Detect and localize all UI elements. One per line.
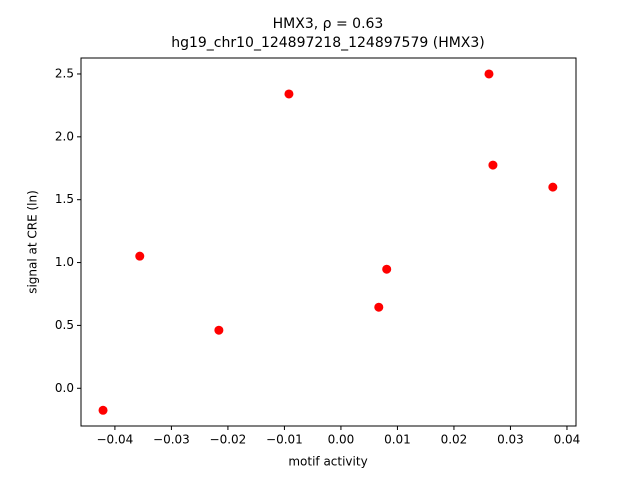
point: [548, 182, 558, 192]
y-tick-label: 1.5: [55, 192, 74, 206]
point: [284, 89, 294, 99]
chart-subtitle: hg19_chr10_124897218_124897579 (HMX3): [171, 35, 485, 51]
x-tick-label: 0.00: [328, 433, 355, 447]
y-axis-label: signal at CRE (ln): [26, 190, 40, 294]
x-axis-label: motif activity: [288, 455, 367, 469]
x-tick-label: −0.02: [210, 433, 247, 447]
x-tick-label: −0.04: [97, 433, 134, 447]
chart-title: HMX3, ρ = 0.63: [273, 16, 384, 32]
y-tick-label: 0.0: [55, 381, 74, 395]
y-tick-label: 1.0: [55, 255, 74, 269]
x-tick-label: 0.02: [441, 433, 468, 447]
x-tick-label: 0.03: [497, 433, 524, 447]
y-tick-label: 2.5: [55, 66, 74, 80]
plot-frame: [80, 57, 577, 427]
point: [98, 405, 108, 415]
x-tick-label: 0.01: [384, 433, 411, 447]
x-tick-label: −0.03: [153, 433, 190, 447]
point: [382, 264, 392, 274]
y-tick-label: 0.5: [55, 318, 74, 332]
point: [488, 160, 498, 170]
x-tick-label: 0.04: [554, 433, 581, 447]
y-tick-label: 2.0: [55, 129, 74, 143]
point: [214, 325, 224, 335]
point: [484, 69, 494, 79]
point: [135, 251, 145, 261]
point: [374, 302, 384, 312]
x-tick-label: −0.01: [266, 433, 303, 447]
